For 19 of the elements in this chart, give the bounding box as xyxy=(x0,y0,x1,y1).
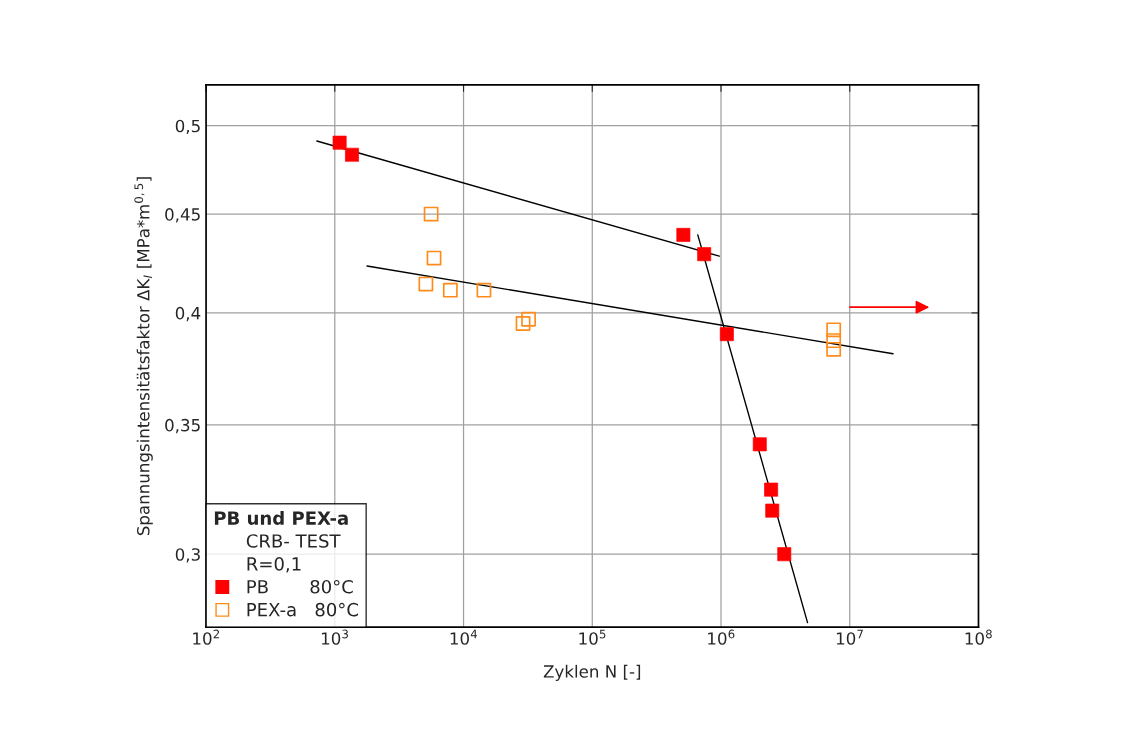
legend-label: PB 80°C xyxy=(247,579,353,594)
x-tick-label: 10$^{2}$ xyxy=(193,629,220,645)
y-tick-label: 0,35 xyxy=(165,418,200,434)
y-axis-title: Spannungsintensitätsfaktor ΔK$_{I}$ [MPa*m$^{0,5}$] xyxy=(134,177,153,536)
legend-title: PB und PEX-a xyxy=(214,510,348,525)
x-tick-label: 10$^{4}$ xyxy=(450,629,478,645)
legend-label: PEX-a 80°C xyxy=(247,602,358,617)
x-tick-label: 10$^{8}$ xyxy=(965,629,992,645)
x-tick-label: 10$^{7}$ xyxy=(836,629,863,645)
x-tick-label: 10$^{3}$ xyxy=(321,629,348,645)
x-axis-title: Zyklen N [-] xyxy=(543,664,641,681)
x-tick-label: 10$^{5}$ xyxy=(579,629,606,645)
y-tick-label: 0,5 xyxy=(175,119,200,135)
y-tick-label: 0,4 xyxy=(175,306,201,322)
annotation: CRB- TEST xyxy=(246,534,341,548)
y-tick-label: 0,3 xyxy=(175,548,200,563)
annotation: R=0,1 xyxy=(247,557,301,573)
y-tick-label: 0,45 xyxy=(165,208,200,223)
x-tick-label: 10$^{6}$ xyxy=(708,629,735,645)
